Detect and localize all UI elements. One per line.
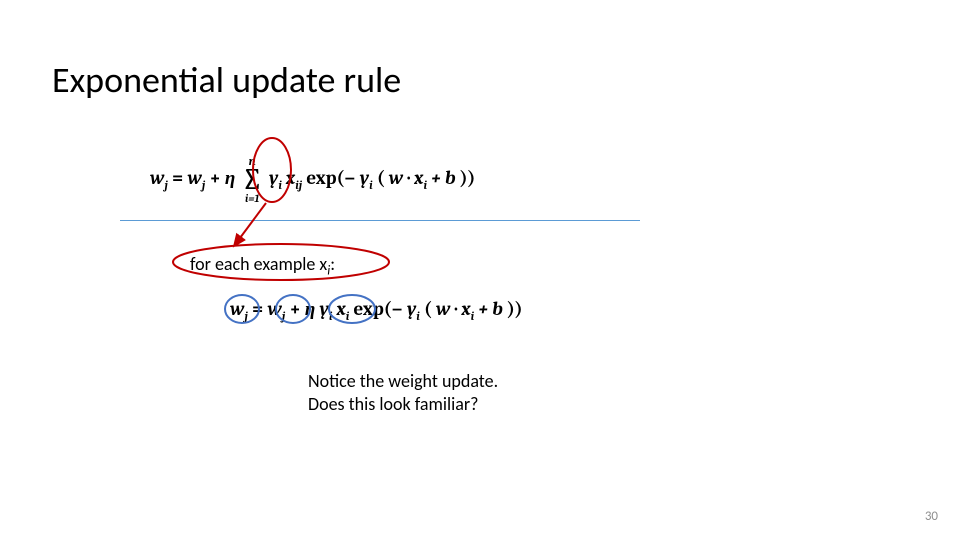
eq1-lhs-sub: j [164,178,167,192]
eq2-exp: exp(− [354,298,403,320]
for-each-colon: : [330,253,335,275]
eq1-rhs1: w [187,167,201,189]
eq1-close: )) [460,167,476,189]
eq1-rhs1-sub: j [202,178,205,192]
slide-number: 30 [925,509,938,524]
eq1-exp: exp(− [306,167,355,189]
for-each-text: for each example x [190,253,327,275]
notice-line-2: Does this look familiar? [308,393,498,416]
eq2-open: ( [424,298,432,320]
eq2-eta: η [305,298,315,320]
eq1-xij: x [286,167,295,189]
eq2-rhs1-sub: j [282,309,285,323]
notice-line-1: Notice the weight update. [308,370,498,393]
eq1-plus: + [209,167,224,189]
equation-1: wj = wj + η n ∑ i=1 yi xij exp(− yi ( w … [150,135,670,215]
eq2-xi2: x [461,298,470,320]
eq1-lhs: w [150,167,164,189]
eq1-xij-sub: ij [295,178,302,192]
eq2-eq: = [252,298,267,320]
sum-sigma: ∑ [242,167,263,193]
eq1-plus-b: + b [431,167,456,189]
eq1-exp-yi-sub: i [369,178,373,192]
slide-title: Exponential update rule [52,58,401,102]
eq1-yi-sub: i [278,178,282,192]
for-each-label: for each example xi: [190,253,335,279]
eq2-yi-sub: i [329,309,333,323]
notice-text: Notice the weight update. Does this look… [308,370,498,415]
eq2-xi2-sub: i [471,309,475,323]
eq2-exp-yi: y [407,298,416,320]
eq2-close: )) [507,298,523,320]
eq2-plus-b: + b [478,298,503,320]
eq1-open: ( [377,167,385,189]
eq2-exp-yi-sub: i [416,309,420,323]
eq1-exp-yi: y [360,167,369,189]
eq1-xi-sub: i [423,178,427,192]
eq2-rhs1: w [267,298,281,320]
eq2-w: w [436,298,450,320]
eq2-lhs-sub: j [244,309,247,323]
eq2-lhs: w [230,298,244,320]
eq1-yi: y [269,167,278,189]
equation-2: wj = wj + η yi xi exp(− yi ( w · xi + b … [230,298,523,323]
eq1-w: w [389,167,403,189]
eq2-xi-sub: i [346,309,350,323]
eq1-eta: η [225,167,235,189]
divider-line [120,220,640,221]
eq2-yi: y [320,298,329,320]
eq1-eq: = [172,167,187,189]
summation-symbol: n ∑ i=1 [242,155,263,204]
eq2-xi: x [337,298,346,320]
eq2-plus: + [289,298,304,320]
